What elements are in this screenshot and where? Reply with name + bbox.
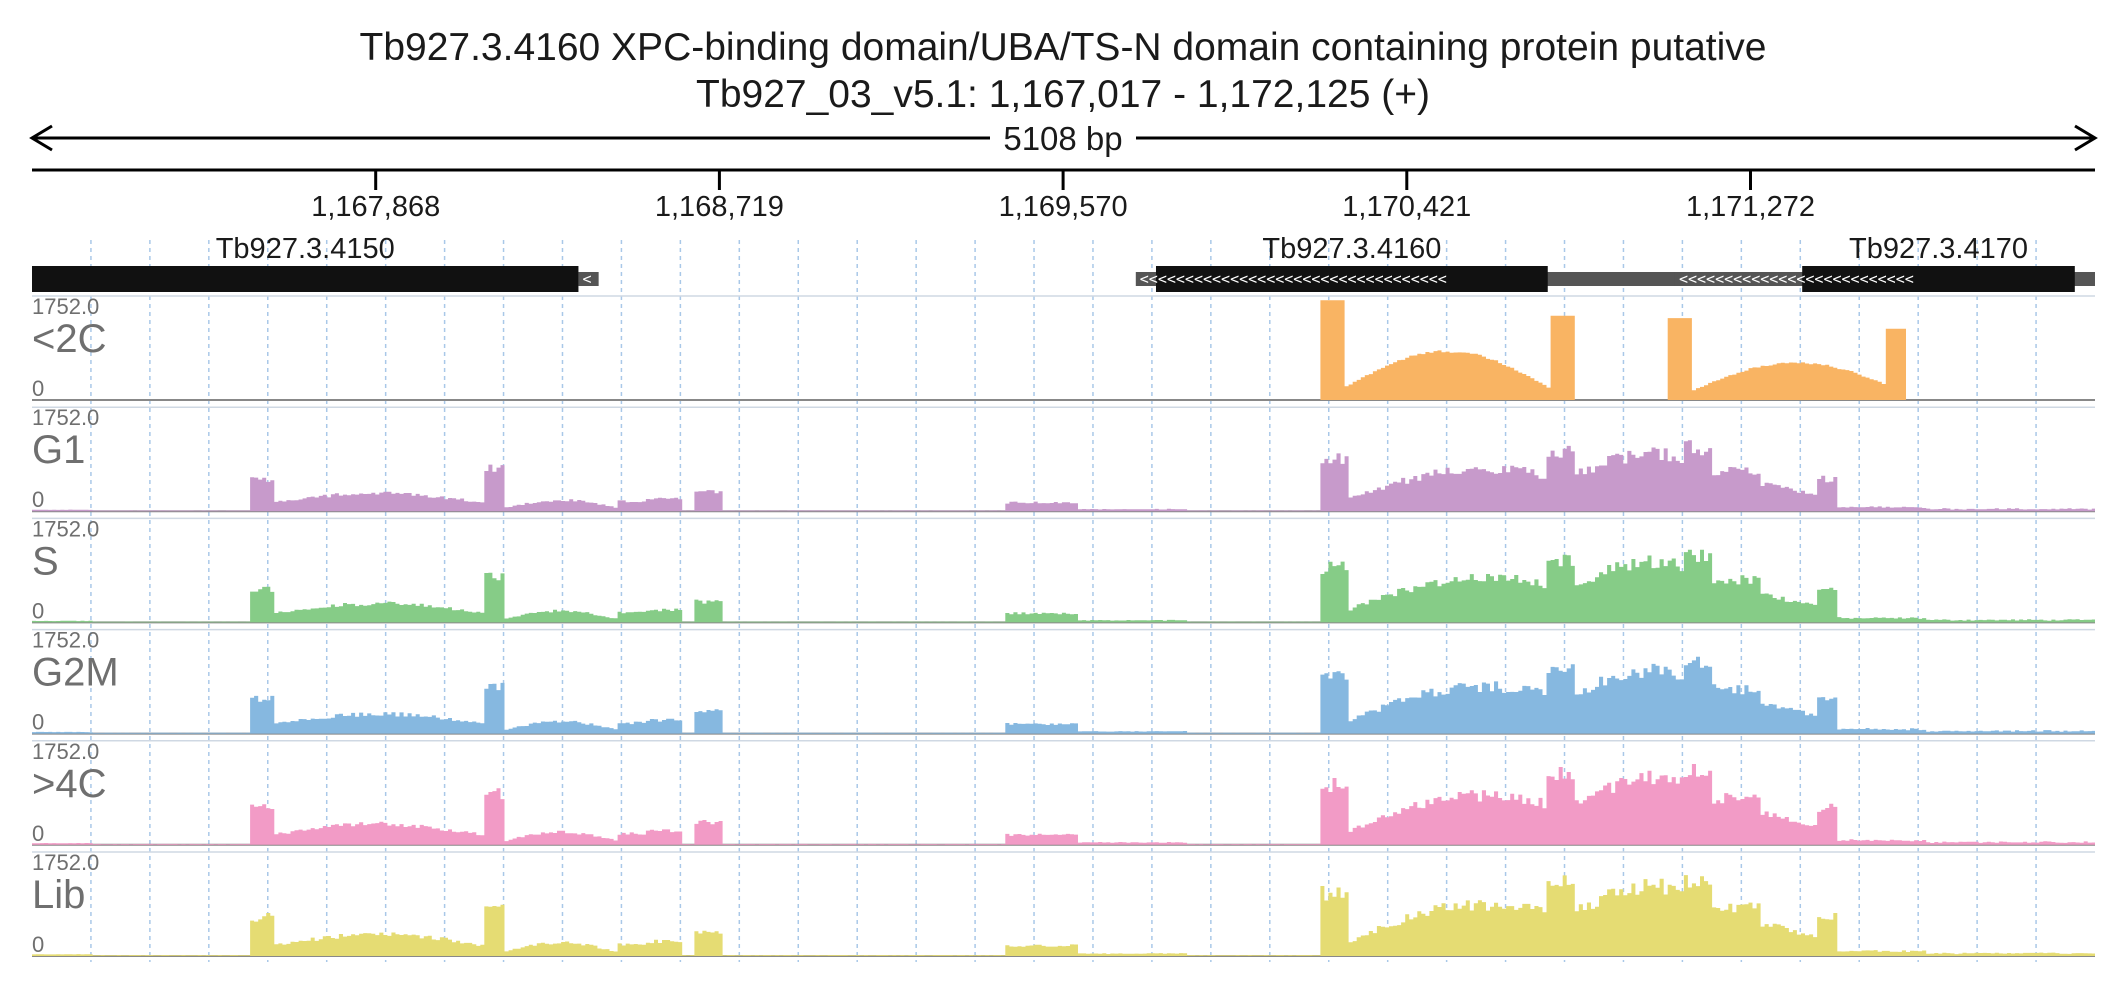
track-name: G1 [32,428,85,472]
coverage-area [32,300,2095,400]
y-min-label: 0 [32,376,44,401]
gene-utr [578,272,599,286]
track-0: 1752.0 0 <2C [32,294,2095,401]
chart-title: Tb927.3.4160 XPC-binding domain/UBA/TS-N… [360,26,1767,69]
y-max-label: 1752.0 [32,294,99,319]
y-max-label: 1752.0 [32,405,99,430]
track-name: S [32,539,59,583]
coverage-area [32,440,2095,512]
y-max-label: 1752.0 [32,739,99,764]
gene-cds [1155,266,1548,292]
gene-strand-chevrons: <<<<<<<<<<<<<<<<<<<<<<<<<< [1679,270,1914,288]
gene-label: Tb927.3.4160 [1262,233,1441,265]
span-label: 5108 bp [1003,120,1122,157]
track-5: 1752.0 0 Lib [32,850,2095,957]
y-min-label: 0 [32,932,44,957]
arrow-left-icon [29,124,53,152]
track-2: 1752.0 0 S [32,516,2095,624]
y-min-label: 0 [32,821,44,846]
track-name: G2M [32,651,119,695]
y-max-label: 1752.0 [32,850,99,875]
track-name: >4C [32,762,107,806]
x-tick-label: 1,168,719 [655,191,784,223]
gene-track: <Tb927.3.4150<<<<<<<<<<<<<<<<<<<<<<<<<<<… [32,233,2095,292]
coverage-tracks: 1752.00<2C1752.00G11752.00S1752.00G2M175… [32,294,2095,957]
arrow-right-icon [2074,124,2098,152]
coverage-area [32,656,2095,734]
y-max-label: 1752.0 [32,628,99,653]
chart-subtitle: Tb927_03_v5.1: 1,167,017 - 1,172,125 (+) [696,73,1430,116]
y-min-label: 0 [32,598,44,623]
track-4: 1752.0 0 >4C [32,739,2095,846]
gene-strand-chevrons: < [582,270,591,288]
track-3: 1752.0 0 G2M [32,628,2095,735]
x-tick-label: 1,170,421 [1342,191,1471,223]
coverage-area [32,549,2095,623]
coverage-area [32,764,2095,845]
x-axis-ticks: 1,167,868 1,168,719 1,169,570 1,170,421 1,17… [311,170,1815,223]
gene-label: Tb927.3.4170 [1849,233,2028,265]
y-min-label: 0 [32,710,44,735]
gene-cds [32,266,579,292]
x-tick-label: 1,167,868 [311,191,440,223]
gene-label: Tb927.3.4150 [216,233,395,265]
gene-cds [1802,266,2075,292]
track-name: Lib [32,873,85,917]
track-name: <2C [32,317,107,361]
x-tick-label: 1,171,272 [1686,191,1815,223]
y-max-label: 1752.0 [32,516,99,541]
gene-strand-chevrons: <<<<<<<<<<<<<<<<<<<<<<<<<<<<<<<<<< [1140,270,1447,288]
coverage-area [32,875,2095,956]
track-1: 1752.0 0 G1 [32,405,2095,513]
y-min-label: 0 [32,487,44,512]
span-indicator: 5108 bp [29,120,2098,157]
x-tick-label: 1,169,570 [999,191,1128,223]
